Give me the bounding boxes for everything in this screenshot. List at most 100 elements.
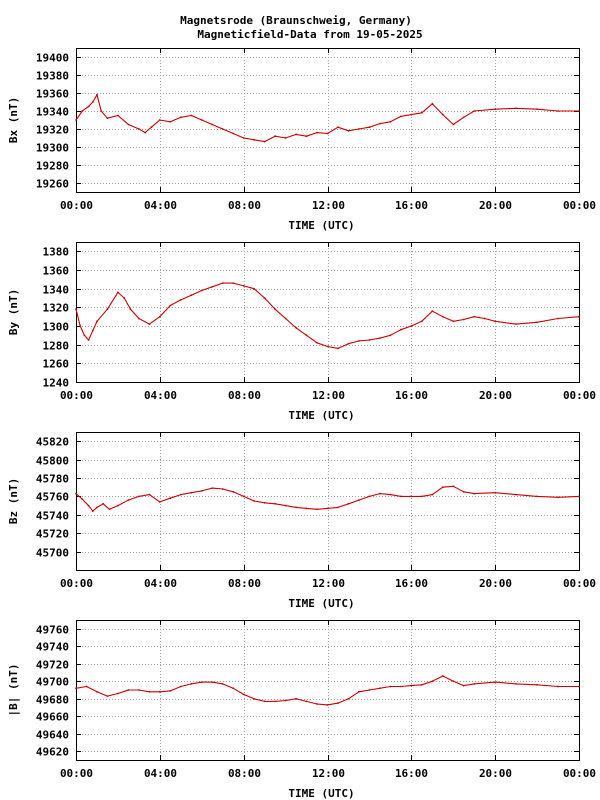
data-point <box>253 500 256 502</box>
x-axis-label: TIME (UTC) <box>288 409 354 422</box>
y-tick-label: 49660 <box>36 711 69 724</box>
data-point <box>494 320 497 323</box>
y-tick-label: 1360 <box>43 265 70 278</box>
data-point <box>389 334 392 337</box>
y-tick-label: 49680 <box>36 694 69 707</box>
data-point <box>253 138 256 141</box>
data-point <box>462 318 465 321</box>
data-point <box>389 493 392 496</box>
data-point <box>473 683 476 685</box>
panel-1: 19260 19280 19300 19320 19340 19360 19380 19400… <box>7 48 596 232</box>
data-point <box>557 496 559 499</box>
data-point <box>284 137 287 139</box>
data-point <box>379 687 381 690</box>
y-axis-label: Bz (nT) <box>7 478 20 524</box>
data-point <box>158 315 161 318</box>
data-point <box>138 128 140 130</box>
data-point <box>211 487 214 489</box>
data-point <box>274 135 276 138</box>
data-point <box>368 495 371 498</box>
data-point <box>129 308 132 311</box>
data-point <box>295 506 297 509</box>
data-point <box>347 697 350 700</box>
data-point <box>284 504 287 507</box>
data-point <box>75 687 77 690</box>
x-tick-label: 04:00 <box>144 577 177 590</box>
data-point <box>144 131 147 134</box>
x-tick-label: 00:00 <box>563 577 596 590</box>
data-point <box>305 135 308 138</box>
data-point <box>462 116 465 119</box>
data-point <box>190 683 193 685</box>
y-tick-label: 49620 <box>36 746 69 759</box>
data-point <box>96 320 98 323</box>
data-point <box>75 119 77 121</box>
x-tick-label: 04:00 <box>144 767 177 780</box>
data-point <box>347 129 350 132</box>
data-point <box>452 485 455 488</box>
data-point <box>358 340 360 342</box>
data-point <box>127 689 130 691</box>
x-tick-label: 20:00 <box>479 767 512 780</box>
data-point <box>462 490 465 493</box>
x-tick-label: 08:00 <box>228 577 261 590</box>
data-point <box>441 113 444 116</box>
data-point <box>221 128 224 130</box>
y-tick-label: 1260 <box>43 358 70 371</box>
data-point <box>462 684 465 687</box>
data-point <box>117 291 119 294</box>
data-point <box>316 703 318 705</box>
x-tick-label: 08:00 <box>228 389 261 402</box>
x-tick-label: 00:00 <box>60 199 93 212</box>
data-point <box>379 492 381 495</box>
data-point <box>295 327 297 329</box>
data-point <box>179 685 182 688</box>
y-tick-label: 45780 <box>36 473 69 486</box>
data-point <box>326 704 329 706</box>
data-point <box>106 695 109 697</box>
x-tick-label: 12:00 <box>312 389 345 402</box>
x-axis-label: TIME (UTC) <box>288 597 354 610</box>
data-point <box>253 287 256 290</box>
data-point <box>148 323 151 325</box>
data-point <box>410 325 413 327</box>
data-point <box>85 685 88 688</box>
y-tick-label: 45760 <box>36 491 69 504</box>
data-point <box>96 690 98 693</box>
y-tick-label: 19360 <box>36 88 69 101</box>
data-point <box>253 697 256 700</box>
y-tick-label: 49720 <box>36 659 69 672</box>
data-point <box>536 321 538 324</box>
data-point <box>190 491 193 494</box>
data-point <box>494 108 497 111</box>
data-point <box>221 282 224 284</box>
data-point <box>179 299 182 301</box>
data-point <box>169 304 172 307</box>
x-tick-label: 16:00 <box>395 389 428 402</box>
data-point <box>420 683 423 686</box>
y-axis-label: Bx (nT) <box>7 97 20 143</box>
data-point <box>452 680 455 683</box>
data-point <box>557 685 559 688</box>
data-point <box>138 317 140 320</box>
y-tick-label: 49760 <box>36 624 69 637</box>
x-tick-label: 00:00 <box>60 577 93 590</box>
data-point <box>83 334 86 337</box>
data-point <box>263 297 266 299</box>
data-point <box>515 683 517 685</box>
data-point <box>358 690 360 693</box>
data-point <box>284 317 287 320</box>
y-tick-label: 1280 <box>43 340 70 353</box>
data-point <box>102 502 105 505</box>
y-tick-label: 1380 <box>43 246 70 259</box>
data-point <box>536 495 538 498</box>
data-point <box>200 119 203 121</box>
data-point <box>127 123 130 126</box>
y-tick-label: 19260 <box>36 178 69 191</box>
data-point <box>179 493 182 496</box>
data-point <box>536 108 538 111</box>
data-point <box>431 493 434 496</box>
y-tick-label: 45700 <box>36 547 69 560</box>
data-point <box>274 700 276 703</box>
